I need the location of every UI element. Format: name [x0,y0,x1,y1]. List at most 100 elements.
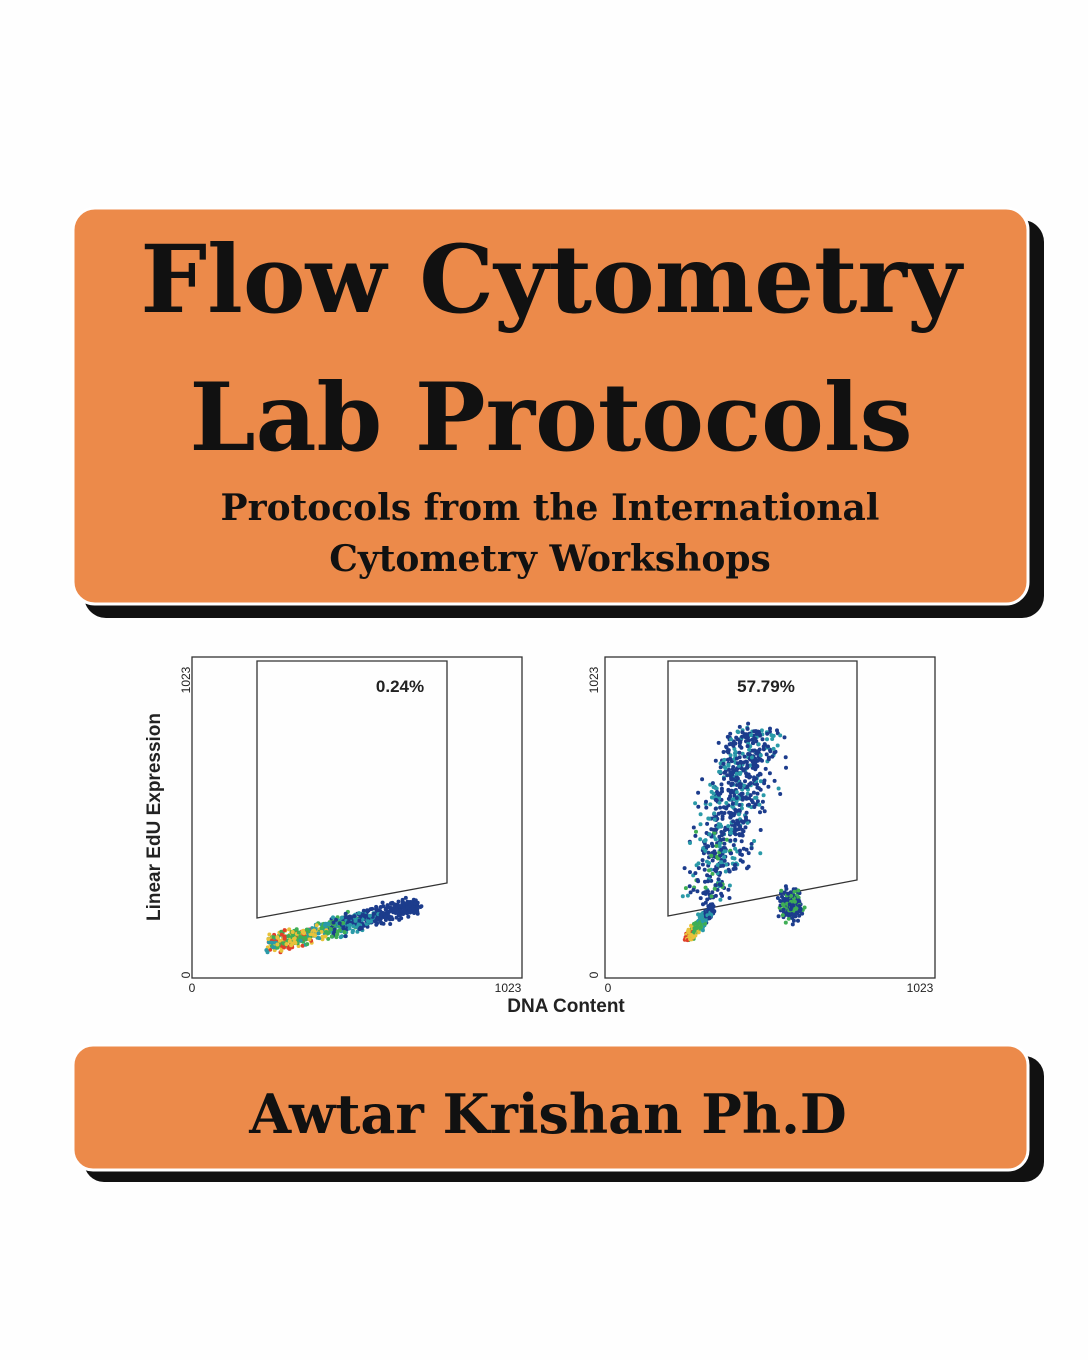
y-tick-label: 1023 [179,666,193,693]
dot [717,844,722,849]
dot [733,826,738,831]
dot [755,791,760,796]
dot [738,781,742,786]
dot [320,934,325,939]
dot [741,768,746,773]
dot [733,750,738,754]
dot [723,869,728,874]
dot [734,771,739,776]
dot [797,899,802,904]
dot [738,848,742,853]
dot [284,942,289,947]
dot [747,752,752,757]
dot [292,940,297,945]
dot [760,758,764,763]
dot [717,769,722,774]
dot [735,776,740,781]
dot [366,919,370,924]
dot [369,919,373,924]
dot [766,784,771,789]
dot [709,789,714,794]
dot [316,931,321,936]
dot [796,888,801,893]
dot [728,815,733,820]
dot [703,900,708,905]
dot [698,837,703,842]
gate [667,660,858,917]
dot [693,871,698,876]
dot [743,825,748,830]
dot [767,771,772,776]
dot [753,736,757,741]
dot [326,936,331,941]
dot [406,914,411,919]
dot [715,863,720,867]
dot [335,929,340,934]
gate-label: 57.79% [737,677,795,696]
dot [337,921,342,926]
dot [753,767,758,772]
dot [766,757,771,762]
dot [370,906,375,911]
x-tick-label: 0 [605,981,612,995]
dot [724,862,729,867]
dot [338,935,343,940]
dot [696,912,701,917]
dot [281,941,286,946]
dot [710,858,715,863]
dot [703,879,707,884]
dot [360,917,365,922]
dot [334,917,338,922]
dot [730,801,735,806]
dot [707,905,712,910]
dot [758,828,763,832]
dot [754,751,759,756]
dot [374,922,379,927]
dot [734,790,739,795]
dot [683,886,688,891]
dot [749,755,754,760]
dot [701,846,706,851]
dot [378,905,383,909]
dot [392,902,397,907]
dot [726,787,731,792]
dot [331,915,335,920]
dot [374,905,379,910]
dot [699,912,704,917]
dot [402,910,407,915]
dot [717,800,722,805]
dot [718,805,723,810]
dot [744,810,749,815]
dot [742,783,747,788]
dot [726,887,731,892]
dot [772,750,777,755]
dot [771,746,776,751]
dot [687,884,692,889]
dot [748,793,753,798]
dot [718,860,723,865]
dot [719,782,724,787]
dot [702,867,707,872]
dot [760,799,765,804]
dot [766,744,770,749]
dot [275,945,280,950]
dot [375,909,380,914]
dot [769,733,774,738]
dot [725,773,730,778]
dot [716,822,721,827]
dot [355,929,360,934]
dot [301,931,306,935]
dot [746,738,751,743]
dot [279,948,284,953]
dot [747,747,752,752]
dot [744,817,749,822]
dot [747,802,751,807]
dot [353,918,358,923]
dot [374,917,379,921]
dot [700,928,705,933]
dot [352,914,357,919]
dot [733,837,738,842]
dot [786,913,791,918]
dot [772,778,777,783]
dot [396,899,401,904]
